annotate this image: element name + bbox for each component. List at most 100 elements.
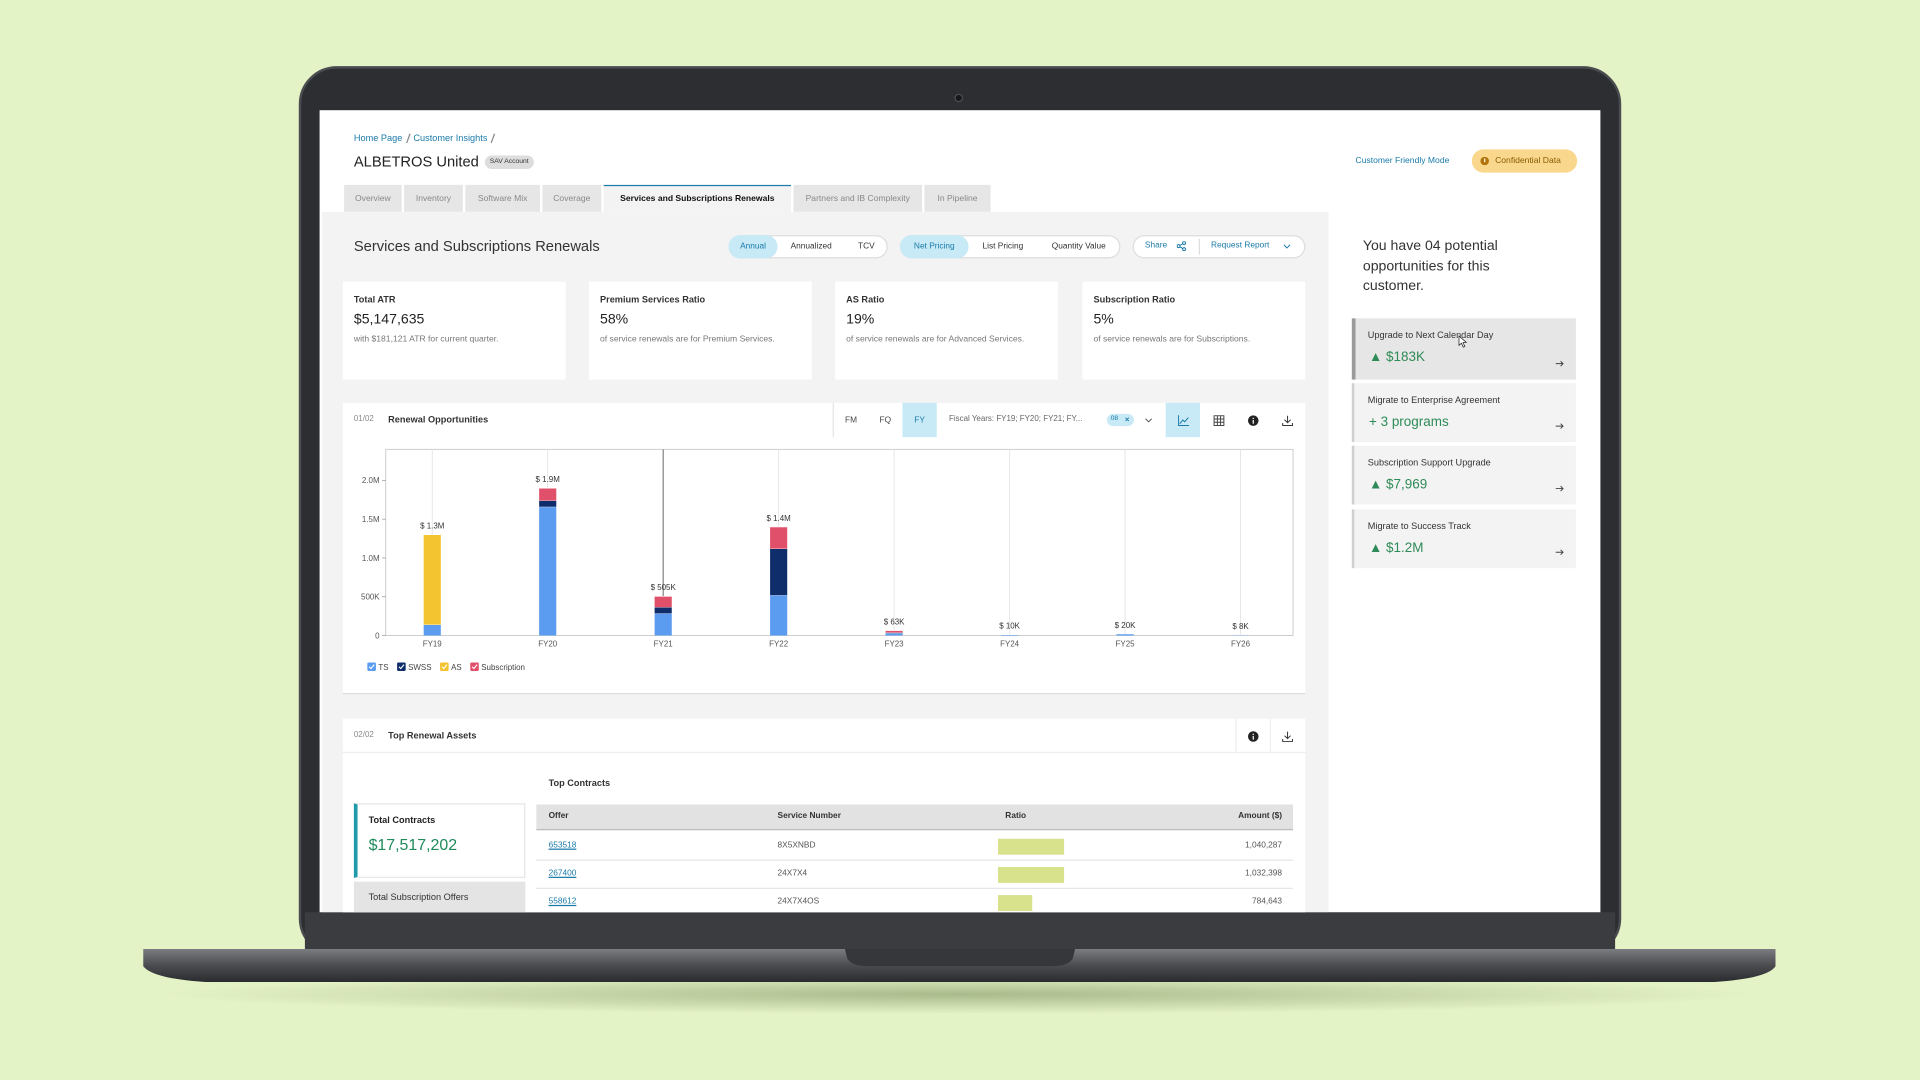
bar-segment: [1001, 634, 1019, 636]
arrow-icon: [1555, 423, 1564, 429]
opportunity-card[interactable]: [1351, 318, 1576, 380]
toggle-button[interactable]: Annualized: [778, 235, 845, 258]
arrow-icon: [1555, 360, 1564, 367]
confidential-badge: [1471, 149, 1578, 173]
y-tick-label: 1.0M: [362, 554, 380, 563]
summary-label: Total Contracts: [368, 814, 436, 826]
opportunity-value: ▲ $1.2M: [1368, 541, 1424, 556]
tab[interactable]: Coverage: [542, 184, 602, 212]
opportunity-title: Migrate to Success Track: [1367, 520, 1471, 532]
kpi-card: [1082, 281, 1306, 380]
filter-chip: [1106, 413, 1134, 427]
x-tick-label: FY24: [1000, 640, 1020, 649]
assets-index: 02/02: [353, 731, 374, 740]
period-button[interactable]: FQ: [868, 403, 902, 437]
toggle-label: Net Pricing: [913, 242, 955, 252]
tab-active[interactable]: Services and Subscriptions Renewals: [603, 184, 792, 212]
chart-title: Renewal Opportunities: [388, 413, 489, 425]
screen: Home Page Customer Insights ALBETROS Unite…: [319, 110, 1601, 913]
filter-dropdown[interactable]: Fiscal Years: FY19; FY20; FY21; FY...: [948, 415, 1083, 424]
bar-segment: [654, 607, 672, 614]
column-header: Amount ($): [1238, 811, 1283, 821]
opportunity-card[interactable]: [1351, 383, 1576, 443]
download-icon: [1282, 415, 1293, 427]
kpi-value: $5,147,635: [353, 312, 425, 327]
bar-segment: [1231, 634, 1250, 636]
arrow-icon: [1555, 549, 1564, 556]
offer-link[interactable]: 653518: [548, 840, 577, 850]
amount: 1,032,398: [1245, 868, 1283, 878]
amount: 1,040,287: [1245, 840, 1283, 850]
icon-divider: [1269, 718, 1272, 752]
assets-title: Top Renewal Assets: [388, 729, 477, 741]
legend-label: TS: [378, 663, 388, 672]
account-badge: SAV Account: [484, 155, 534, 169]
y-tick-label: 500K: [361, 593, 380, 602]
request-report-button[interactable]: Request Report: [1211, 241, 1270, 250]
tab-label: Coverage: [553, 194, 591, 203]
tab-label: Partners and IB Complexity: [805, 194, 910, 203]
tab[interactable]: Inventory: [404, 184, 463, 212]
service-number: 24X7X4: [777, 868, 808, 878]
x-tick-label: FY26: [1231, 640, 1251, 649]
opportunity-title: Migrate to Enterprise Agreement: [1367, 394, 1500, 406]
y-tick-label: 1.5M: [362, 515, 380, 524]
opportunity-card[interactable]: [1351, 509, 1576, 569]
line-chart-icon: [1178, 415, 1189, 427]
kpi-value: 5%: [1093, 312, 1114, 327]
legend-swatch: [440, 662, 449, 672]
bar-segment: [885, 632, 903, 634]
share-icon: [1176, 241, 1187, 252]
total-label: $ 10K: [999, 622, 1020, 631]
toggle-label: Annualized: [790, 242, 832, 252]
breadcrumb-link[interactable]: Home Page: [353, 132, 403, 144]
chevron-icon: [1283, 244, 1291, 249]
opportunity-value: + 3 programs: [1368, 415, 1449, 430]
kpi-card: [835, 281, 1058, 380]
toggle-label: Annual: [740, 242, 767, 252]
info-icon: [1248, 731, 1259, 742]
bar-segment: [1116, 633, 1134, 636]
toggle-button[interactable]: TCV: [845, 235, 888, 258]
toggle-button[interactable]: Quantity Value: [1037, 235, 1120, 258]
cursor: [1458, 335, 1468, 348]
legend-swatch: [367, 662, 376, 672]
toggle-button[interactable]: List Pricing: [969, 235, 1038, 258]
column-header: Service Number: [777, 811, 841, 821]
legend-check: [441, 664, 448, 670]
kpi-value: 58%: [600, 312, 629, 327]
breadcrumb-link[interactable]: Customer Insights: [413, 132, 488, 144]
toggle-button[interactable]: Net Pricing: [900, 235, 969, 259]
toggle-button[interactable]: Annual: [728, 235, 778, 259]
x-tick-label: FY20: [538, 640, 558, 649]
share-button[interactable]: Share: [1144, 241, 1168, 250]
service-number: 8X5XNBD: [777, 840, 816, 850]
action-divider: [1198, 238, 1200, 255]
tab[interactable]: Partners and IB Complexity: [793, 184, 923, 212]
tab[interactable]: In Pipeline: [924, 184, 991, 212]
kpi-note: with $181,121 ATR for current quarter.: [353, 335, 499, 345]
total-label: $ 8K: [1232, 622, 1249, 631]
bar-segment: [770, 526, 788, 549]
arrow-icon: [1555, 485, 1564, 492]
opportunity-title: Subscription Support Upgrade: [1367, 456, 1491, 468]
opportunity-card[interactable]: [1351, 445, 1576, 505]
offer-link[interactable]: 558612: [548, 896, 577, 906]
total-label: $ 1.4M: [767, 514, 791, 523]
table-row: [536, 861, 1294, 889]
bar-segment: [423, 624, 441, 636]
offer-link[interactable]: 267400: [548, 868, 577, 878]
ratio-bar: [997, 838, 1065, 855]
total-label: $ 1.9M: [536, 475, 560, 484]
tab[interactable]: Overview: [344, 184, 402, 212]
tab[interactable]: Software Mix: [465, 184, 540, 212]
period-label: FM: [844, 415, 858, 425]
period-button[interactable]: FM: [834, 403, 868, 437]
toggle-label: TCV: [857, 242, 875, 252]
period-button[interactable]: FY: [902, 402, 937, 438]
legend-label: SWSS: [408, 663, 431, 672]
tab-label: In Pipeline: [937, 194, 978, 203]
mode-link[interactable]: Customer Friendly Mode: [1355, 156, 1450, 166]
legend-swatch: [397, 662, 406, 672]
